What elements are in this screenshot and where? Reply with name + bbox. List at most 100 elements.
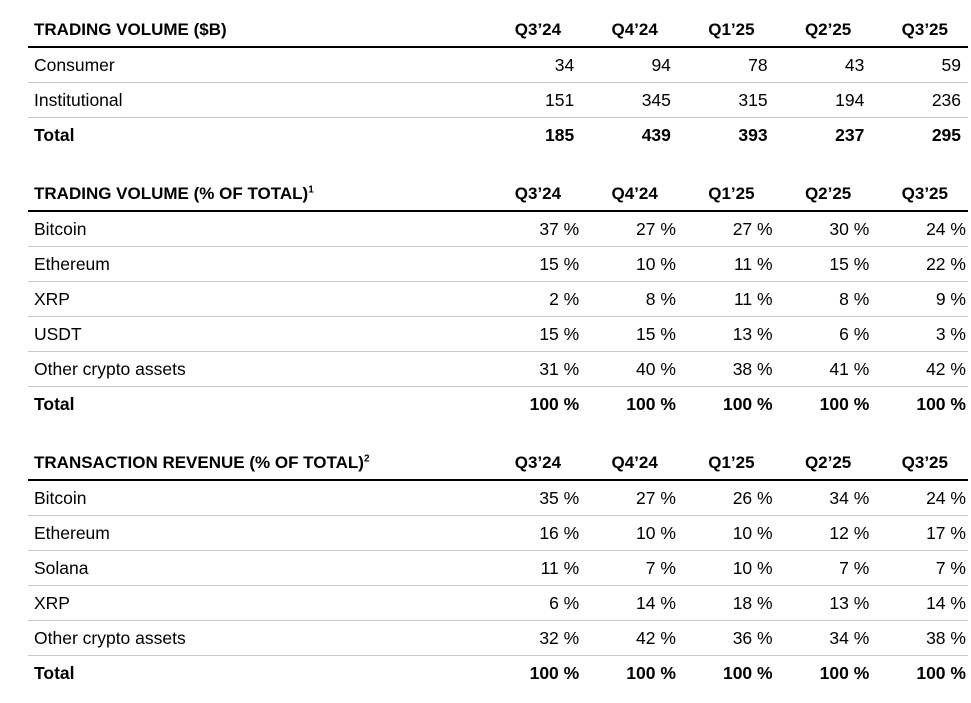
cell: 8 % <box>645 288 676 309</box>
cell: 35 % <box>539 487 580 508</box>
title-text: TRADING VOLUME (% OF TOTAL) <box>34 184 309 203</box>
table-row: Institutional 151 345 315 194 236 <box>28 83 968 118</box>
column-header: Q4’24 <box>611 184 658 203</box>
cell: 100 % <box>722 663 773 683</box>
column-header: Q2’25 <box>804 184 852 203</box>
row-label: Ethereum <box>34 253 110 274</box>
cell: 40 % <box>636 358 676 379</box>
cell: 100 % <box>722 394 773 414</box>
cell: 22 % <box>926 253 966 274</box>
table: TRADING VOLUME (% OF TOTAL)1 Q3’24 Q4’24 Q1… <box>28 176 968 422</box>
cell: 18 % <box>732 592 773 613</box>
row-label: XRP <box>34 288 70 309</box>
cell: 36 % <box>732 627 773 648</box>
cell: 15 % <box>636 323 676 344</box>
table-row: Total 100 % 100 % 100 % 100 % 100 % <box>28 387 968 422</box>
table-row: Consumer 34 94 78 43 59 <box>28 48 968 83</box>
column-header: Q4’24 <box>611 20 658 39</box>
cell: 42 % <box>926 358 966 379</box>
footnote-marker: 1 <box>308 184 314 196</box>
cell: 6 % <box>839 323 870 344</box>
table: TRANSACTION REVENUE (% OF TOTAL)2 Q3’24 Q4… <box>28 445 968 691</box>
table-row: Bitcoin 35 % 27 % 26 % 34 % 24 % <box>28 481 968 516</box>
cell: 38 % <box>732 358 773 379</box>
cell: 26 % <box>732 487 773 508</box>
cell: 8 % <box>839 288 870 309</box>
cell: 100 % <box>916 663 966 683</box>
table-title: TRADING VOLUME ($B) <box>28 20 484 40</box>
cell: 11 % <box>734 253 773 274</box>
cell: 100 % <box>916 394 966 414</box>
cell: 185 <box>545 125 575 145</box>
column-header: Q3’25 <box>901 184 948 203</box>
column-header: Q1’25 <box>708 184 755 203</box>
cell: 27 % <box>636 487 676 508</box>
title-text: TRANSACTION REVENUE (% OF TOTAL) <box>34 453 364 472</box>
row-label: Solana <box>34 557 89 578</box>
row-label: Other crypto assets <box>34 358 186 379</box>
cell: 32 % <box>539 627 580 648</box>
cell: 236 <box>931 89 962 110</box>
table-row: XRP 6 % 14 % 18 % 13 % 14 % <box>28 586 968 621</box>
cell: 100 % <box>529 394 580 414</box>
cell: 17 % <box>926 522 966 543</box>
row-label: Total <box>34 125 75 145</box>
cell: 3 % <box>935 323 966 344</box>
cell: 10 % <box>732 557 773 578</box>
table-header: TRADING VOLUME (% OF TOTAL)1 Q3’24 Q4’24 Q1… <box>28 176 968 212</box>
cell: 10 % <box>636 522 676 543</box>
cell: 237 <box>835 125 865 145</box>
table-title: TRADING VOLUME (% OF TOTAL)1 <box>28 184 484 204</box>
cell: 10 % <box>732 522 773 543</box>
table: TRADING VOLUME ($B) Q3’24 Q4’24 Q1’25 Q2’25 Q… <box>28 12 968 153</box>
cell: 24 % <box>926 487 966 508</box>
cell: 31 % <box>539 358 580 379</box>
table-row: Solana 11 % 7 % 10 % 7 % 7 % <box>28 551 968 586</box>
column-header: Q2’25 <box>804 20 852 39</box>
cell: 34 % <box>829 487 870 508</box>
column-header: Q2’25 <box>804 453 852 472</box>
column-header: Q3’24 <box>514 184 562 203</box>
cell: 15 % <box>539 253 580 274</box>
cell: 151 <box>545 89 575 110</box>
cell: 14 % <box>636 592 676 613</box>
row-label: Bitcoin <box>34 487 87 508</box>
cell: 34 % <box>829 627 870 648</box>
cell: 295 <box>931 125 962 145</box>
cell: 78 <box>748 54 768 75</box>
footnote-marker: 2 <box>363 453 370 465</box>
cell: 59 <box>941 54 962 75</box>
cell: 100 % <box>626 663 676 683</box>
table-row: USDT 15 % 15 % 13 % 6 % 3 % <box>28 317 968 352</box>
cell: 100 % <box>819 394 870 414</box>
cell: 6 % <box>549 592 580 613</box>
table-row: Total 185 439 393 237 295 <box>28 118 968 153</box>
cell: 27 % <box>732 218 773 239</box>
cell: 393 <box>738 125 768 145</box>
row-label: Ethereum <box>34 522 110 543</box>
table-row: Ethereum 16 % 10 % 10 % 12 % 17 % <box>28 516 968 551</box>
cell: 30 % <box>829 218 870 239</box>
cell: 345 <box>641 89 671 110</box>
cell: 27 % <box>636 218 676 239</box>
column-header: Q3’25 <box>901 453 948 472</box>
row-label: Institutional <box>34 89 123 110</box>
column-header: Q1’25 <box>708 20 755 39</box>
row-label: Total <box>34 663 75 683</box>
cell: 42 % <box>636 627 676 648</box>
cell: 24 % <box>926 218 966 239</box>
cell: 13 % <box>732 323 773 344</box>
cell: 34 <box>554 54 575 75</box>
row-label: Other crypto assets <box>34 627 186 648</box>
cell: 7 % <box>935 557 966 578</box>
cell: 12 % <box>829 522 870 543</box>
cell: 100 % <box>819 663 870 683</box>
row-label: Consumer <box>34 54 115 75</box>
cell: 7 % <box>645 557 676 578</box>
cell: 315 <box>738 89 768 110</box>
column-header: Q3’25 <box>901 20 948 39</box>
row-label: Total <box>34 394 75 414</box>
table-row: Bitcoin 37 % 27 % 27 % 30 % 24 % <box>28 212 968 247</box>
column-header: Q3’24 <box>514 20 562 39</box>
